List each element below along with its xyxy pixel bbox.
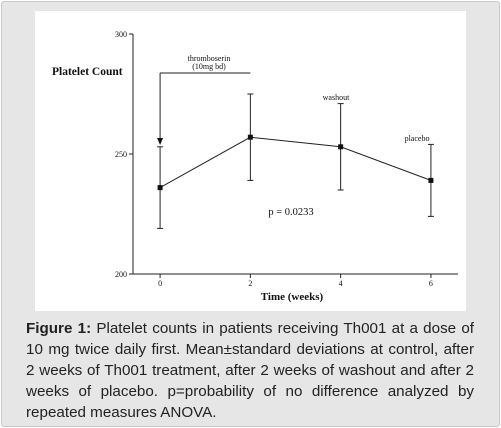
x-tick-label: 0 <box>158 279 162 288</box>
chart-title: Platelet Count <box>52 66 123 78</box>
chart-labels: Platelet Count Time (weeks) thromboserin… <box>52 54 429 303</box>
annotation-thromboserin: thromboserin <box>188 54 231 63</box>
annotation-placebo: placebo <box>405 134 430 143</box>
annotation-dose: (10mg bd) <box>192 62 226 71</box>
data-point <box>247 134 253 140</box>
y-tick-label: 250 <box>115 150 127 159</box>
y-tick-label: 300 <box>115 30 127 39</box>
annotation-pvalue: p = 0.0233 <box>268 207 313 218</box>
y-tick-label: 200 <box>115 270 127 279</box>
x-tick-label: 4 <box>339 279 343 288</box>
series-line <box>159 136 432 189</box>
data-point <box>428 177 434 183</box>
x-tick-label: 2 <box>248 279 252 288</box>
annotation-washout: washout <box>323 93 350 102</box>
axes: 200 250 300 0 2 4 6 <box>115 30 458 288</box>
data-point <box>338 144 344 150</box>
figure-caption: Figure 1: Platelet counts in patients re… <box>26 318 474 423</box>
x-tick-label: 6 <box>429 279 433 288</box>
treatment-arrow-head <box>157 138 164 145</box>
data-point <box>157 185 163 191</box>
caption-text: Platelet counts in patients receiving Th… <box>26 320 474 421</box>
caption-label: Figure 1: <box>26 320 92 337</box>
x-axis-label: Time (weeks) <box>261 291 324 303</box>
data-marks <box>157 72 434 229</box>
